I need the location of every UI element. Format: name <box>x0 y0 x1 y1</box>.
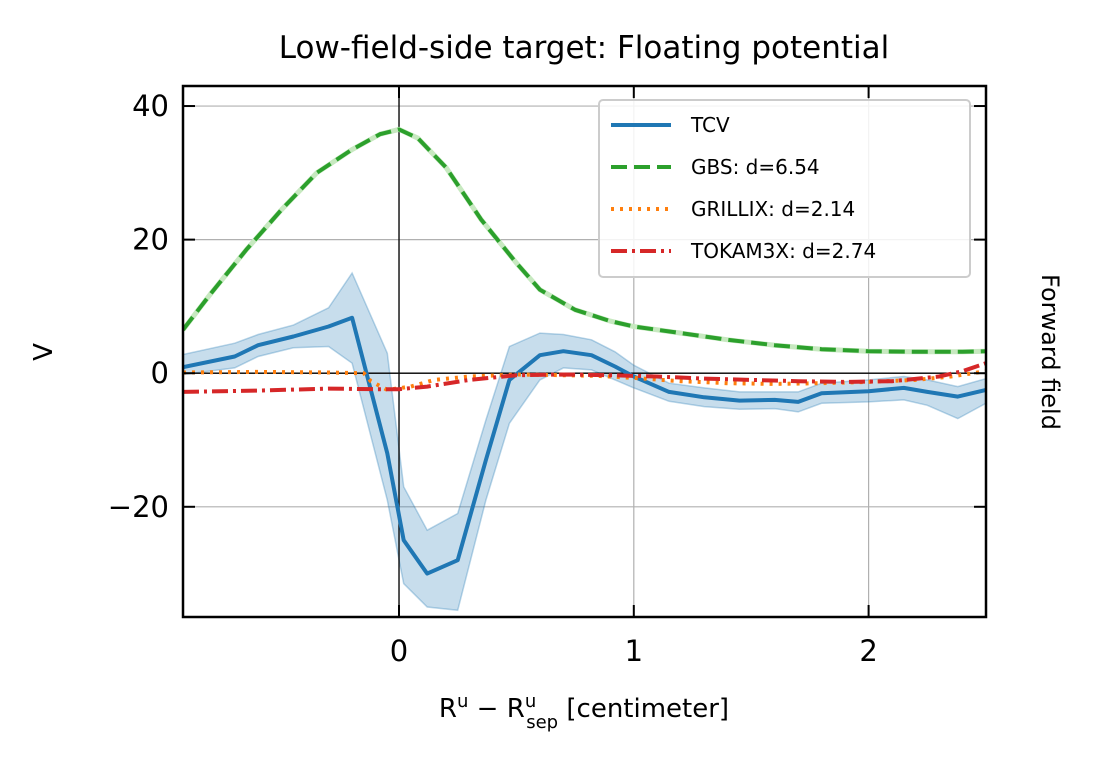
x-tick-label: 2 <box>859 634 877 668</box>
y-tick-label: 40 <box>132 89 169 123</box>
series-line-tokam3x-d-2-74 <box>183 361 986 394</box>
x-label-unit: [centimeter] <box>558 694 729 724</box>
x-label-main: R <box>439 694 457 724</box>
series-line-gbs-d-6-54 <box>183 127 986 354</box>
legend-label-gbs-d-6-54: GBS: d=6.54 <box>691 155 820 179</box>
legend-label-tcv: TCV <box>690 113 730 137</box>
plot-frame <box>181 84 988 619</box>
chart-title: Low-field-side target: Floating potentia… <box>279 30 889 66</box>
x-label-sup-2: u <box>525 691 536 712</box>
x-axis-label: Ru − Ru sep [centimeter] <box>439 691 729 733</box>
uncertainty-bands <box>183 271 986 612</box>
y-axis-label: V <box>29 343 59 361</box>
x-label-sub: sep <box>526 712 558 733</box>
series-line-tcv <box>183 315 986 576</box>
series-lines <box>183 126 986 576</box>
y-tick-label: 20 <box>132 223 169 257</box>
zero-reference-lines <box>183 86 986 617</box>
legend-label-grillix-d-2-14: GRILLIX: d=2.14 <box>691 197 855 221</box>
x-label-sup: u <box>457 691 468 712</box>
band-tcv <box>183 271 986 612</box>
legend: TCV GBS: d=6.54 GRILLIX: d=2.14 TOKAM3X: d=… <box>598 99 971 278</box>
y-tick-label: −20 <box>108 490 169 524</box>
side-label-forward-field: Forward field <box>1036 274 1064 430</box>
y-tick-label: 0 <box>151 356 169 390</box>
axis-ticks: 0 1 2 −20 0 20 40 <box>108 86 986 668</box>
x-label-minus: − R <box>468 694 524 724</box>
legend-box <box>598 99 971 278</box>
x-tick-label: 1 <box>625 634 643 668</box>
legend-label-tokam3x-d-2-74: TOKAM3X: d=2.74 <box>690 239 876 263</box>
x-tick-label: 0 <box>390 634 408 668</box>
